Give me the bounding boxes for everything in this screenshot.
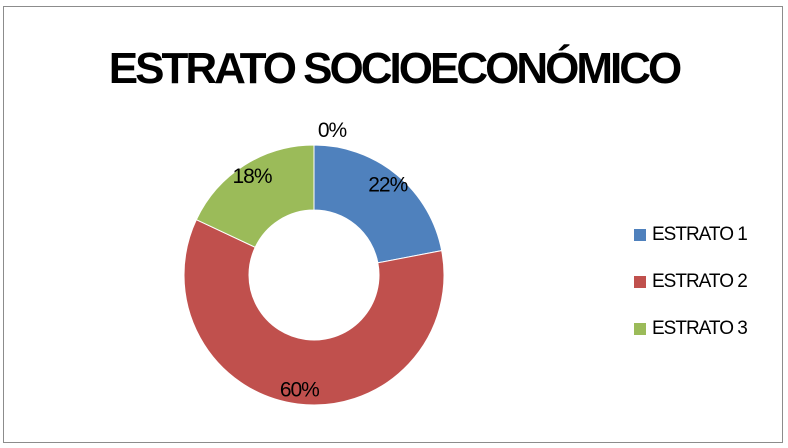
legend-label-estrato-1: ESTRATO 1 bbox=[652, 224, 748, 245]
slice-estrato-2 bbox=[183, 218, 445, 406]
chart-frame: ESTRATO SOCIOECONÓMICO 22% 60% 18% 0% ESTRA… bbox=[3, 6, 783, 443]
slice-estrato-3 bbox=[195, 144, 315, 248]
legend-item-estrato-1: ESTRATO 1 bbox=[634, 223, 748, 247]
legend-swatch-estrato-1 bbox=[634, 229, 646, 241]
slice-estrato-1 bbox=[313, 144, 443, 264]
slices-group bbox=[183, 144, 445, 406]
legend-swatch-estrato-2 bbox=[634, 276, 646, 288]
data-labels-group: 22% 60% 18% 0% bbox=[232, 119, 408, 402]
data-label-empty: 0% bbox=[318, 119, 347, 142]
legend-label-estrato-2: ESTRATO 2 bbox=[652, 271, 748, 292]
data-label-estrato-2: 60% bbox=[280, 379, 319, 402]
legend-item-estrato-2: ESTRATO 2 bbox=[634, 270, 748, 294]
chart-title: ESTRATO SOCIOECONÓMICO bbox=[108, 44, 682, 93]
data-label-estrato-3: 18% bbox=[232, 165, 271, 188]
data-label-estrato-1: 22% bbox=[368, 173, 407, 196]
legend: ESTRATO 1 ESTRATO 2 ESTRATO 3 bbox=[634, 223, 748, 364]
legend-label-estrato-3: ESTRATO 3 bbox=[652, 318, 748, 339]
legend-item-estrato-3: ESTRATO 3 bbox=[634, 317, 748, 341]
doughnut-plot: 22% 60% 18% 0% bbox=[183, 119, 445, 406]
legend-swatch-estrato-3 bbox=[634, 323, 646, 335]
